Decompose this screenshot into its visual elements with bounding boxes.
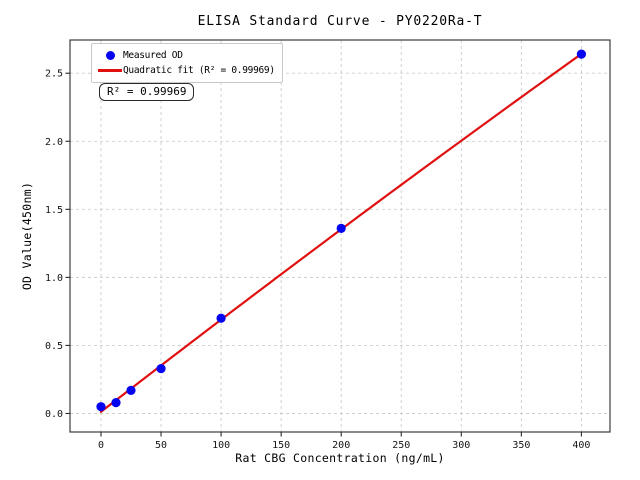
legend-item-measured-od: Measured OD: [97, 48, 277, 63]
x-tick-label: 400: [572, 440, 590, 451]
data-point: [576, 49, 587, 59]
x-tick-label: 300: [452, 440, 470, 451]
x-tick-label: 0: [98, 440, 104, 451]
x-tick-label: 150: [272, 440, 290, 451]
y-axis-ticks: 0.0 0.5 1.0 1.5 2.0 2.5: [45, 69, 70, 420]
legend-marker-column: [97, 51, 123, 60]
data-point: [111, 398, 121, 408]
data-point: [156, 363, 166, 374]
y-tick-label: 1.0: [45, 273, 63, 284]
measured-points: [96, 49, 587, 412]
legend-label-quadratic-fit: Quadratic fit (R² = 0.99969): [123, 65, 275, 76]
x-tick-label: 100: [212, 440, 230, 451]
legend: Measured OD Quadratic fit (R² = 0.99969): [91, 43, 283, 83]
x-tick-label: 250: [392, 440, 410, 451]
y-tick-label: 0.5: [45, 341, 63, 352]
y-tick-label: 2.0: [45, 137, 63, 148]
x-axis-label: Rat CBG Concentration (ng/mL): [235, 451, 445, 465]
data-point: [96, 402, 106, 412]
data-point: [126, 385, 136, 395]
y-tick-label: 0.0: [45, 409, 63, 420]
legend-item-quadratic-fit: Quadratic fit (R² = 0.99969): [97, 63, 277, 78]
x-axis-ticks: 0 50 100 150 200 250 300 350 400: [98, 432, 590, 451]
line-marker-icon: [98, 69, 122, 72]
grid-lines: [70, 40, 610, 432]
x-tick-label: 200: [332, 440, 350, 451]
legend-label-measured-od: Measured OD: [123, 50, 183, 61]
x-tick-label: 350: [512, 440, 530, 451]
chart-title: ELISA Standard Curve - PY0220Ra-T: [197, 14, 483, 29]
legend-marker-column: [97, 69, 123, 72]
circle-marker-icon: [105, 51, 115, 60]
y-tick-label: 2.5: [45, 69, 63, 80]
y-axis-label: OD Value(450nm): [20, 181, 34, 291]
x-tick-label: 50: [155, 440, 167, 451]
plot-border: [69, 39, 611, 433]
y-tick-label: 1.5: [45, 205, 63, 216]
data-point: [216, 313, 226, 323]
r-squared-annotation: R² = 0.99969: [99, 83, 195, 101]
data-point: [336, 223, 346, 233]
